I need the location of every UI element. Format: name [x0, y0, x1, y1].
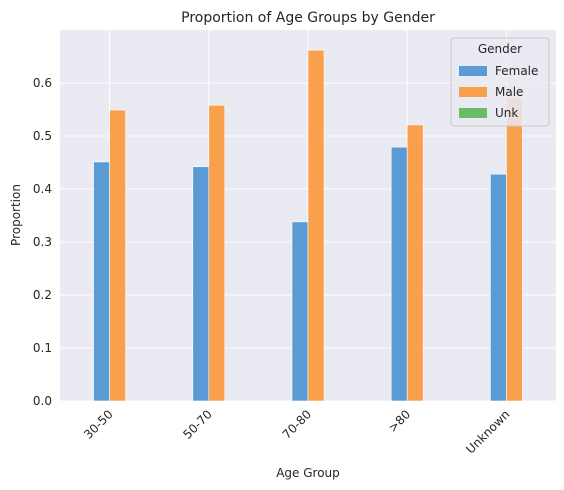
legend-label-male: Male [495, 85, 523, 99]
bar-female-1 [192, 166, 210, 402]
legend-label-unk: Unk [495, 106, 518, 120]
bar-female-4 [490, 173, 507, 402]
x-tick-label: Unknown [463, 407, 512, 456]
y-tick-labels: 0.0 0.1 0.2 0.3 0.4 0.5 0.6 [33, 76, 52, 408]
chart-title: Proportion of Age Groups by Gender [181, 10, 435, 26]
bar-male-3 [406, 124, 424, 402]
x-tick-labels: 30-50 50-70 70-80 >80 Unknown [81, 407, 512, 456]
y-tick-label: 0.4 [33, 182, 52, 196]
bar-female-2 [291, 221, 309, 402]
bar-male-4 [506, 97, 523, 402]
bars [93, 49, 523, 402]
y-tick-label: 0.0 [33, 394, 52, 408]
y-tick-label: 0.3 [33, 235, 52, 249]
y-tick-label: 0.1 [33, 341, 52, 355]
legend-label-female: Female [495, 64, 538, 78]
x-tick-label: >80 [386, 407, 414, 435]
y-tick-label: 0.2 [33, 288, 52, 302]
x-tick-label: 70-80 [280, 407, 315, 442]
y-tick-label: 0.6 [33, 76, 52, 90]
bar-male-0 [109, 109, 126, 402]
legend-frame [450, 37, 550, 127]
bar-female-0 [93, 161, 110, 402]
y-tick-label: 0.5 [33, 129, 52, 143]
bar-female-3 [390, 146, 408, 402]
legend-title: Gender [478, 42, 522, 56]
legend: Gender Female Male Unk [450, 37, 550, 127]
bar-male-1 [208, 104, 226, 402]
legend-swatch-male [459, 87, 487, 97]
x-axis-label: Age Group [276, 466, 340, 480]
x-tick-label: 30-50 [81, 407, 116, 442]
x-tick-label: 50-70 [180, 407, 215, 442]
y-axis-label: Proportion [9, 184, 23, 246]
legend-swatch-female [459, 66, 487, 76]
legend-swatch-unk [459, 108, 487, 118]
bar-male-2 [307, 49, 325, 402]
